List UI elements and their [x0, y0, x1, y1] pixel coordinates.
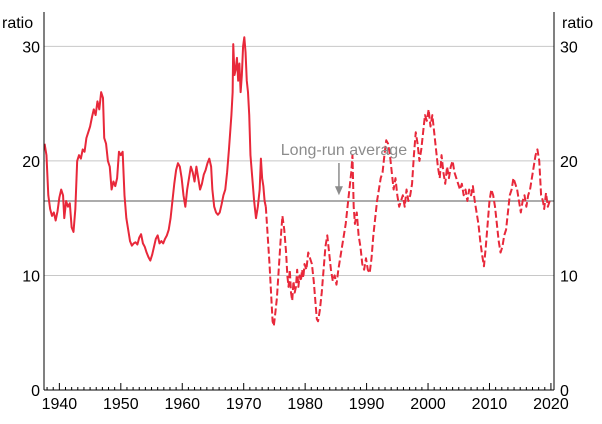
x-tick-label: 1950 [103, 396, 139, 413]
series-lines [43, 36, 551, 327]
series-line-dashed [264, 108, 551, 327]
y-tick-label-right: 0 [560, 383, 569, 400]
y-tick-label-left: 20 [22, 154, 40, 171]
x-tick-label: 2000 [410, 396, 446, 413]
y-tick-label-left: 30 [22, 39, 40, 56]
y-tick-label-right: 20 [560, 154, 578, 171]
y-axis-unit-right: ratio [562, 15, 593, 32]
x-tick-label: 1940 [42, 396, 78, 413]
annotation-arrow-head [334, 186, 343, 196]
y-tick-label-right: 10 [560, 268, 578, 285]
x-tick-label: 2010 [472, 396, 508, 413]
grid-lines [44, 45, 554, 276]
y-tick-label-right: 30 [560, 39, 578, 56]
x-tick-label: 1960 [164, 396, 200, 413]
y-tick-label-left: 10 [22, 268, 40, 285]
x-tick-label: 2020 [533, 396, 569, 413]
y-tick-label-left: 0 [31, 383, 40, 400]
x-tick-label: 1970 [226, 396, 262, 413]
x-tick-label: 1990 [349, 396, 385, 413]
annotation-label: Long-run average [281, 142, 407, 159]
series-line-solid [43, 36, 267, 262]
y-axis-unit-left: ratio [2, 15, 33, 32]
annotation-group: Long-run average [281, 142, 407, 196]
x-tick-label: 1980 [287, 396, 323, 413]
